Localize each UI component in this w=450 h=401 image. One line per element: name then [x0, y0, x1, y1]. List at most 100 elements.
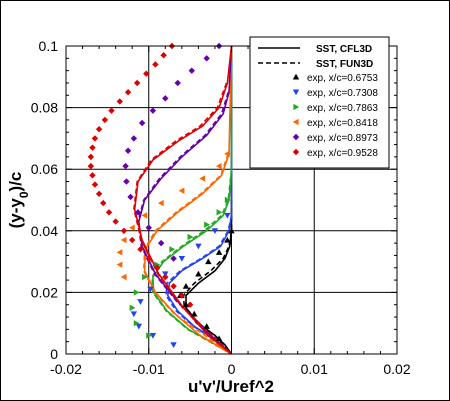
- data-point-exp-5: [108, 107, 115, 114]
- data-point-exp-4: [170, 255, 177, 262]
- data-point-exp-1: [211, 228, 219, 234]
- data-point-exp-0: [195, 270, 202, 277]
- series-line-cfl3d-4: [137, 45, 233, 355]
- data-point-exp-3: [224, 150, 230, 157]
- data-point-exp-4: [157, 239, 165, 247]
- data-point-exp-5: [129, 236, 136, 244]
- data-point-exp-5: [89, 172, 96, 179]
- series-line-fun3d-1: [165, 215, 233, 355]
- data-point-exp-4: [122, 162, 129, 170]
- data-point-exp-2: [224, 196, 231, 204]
- data-point-exp-5: [112, 218, 119, 225]
- data-point-exp-2: [169, 246, 176, 253]
- data-point-exp-5: [101, 116, 109, 124]
- data-point-exp-5: [143, 70, 150, 77]
- data-point-exp-5: [186, 301, 194, 308]
- series-markers: [87, 42, 235, 348]
- data-point-exp-5: [162, 273, 169, 281]
- x-tick-label: -0.01: [133, 361, 165, 377]
- data-point-exp-5: [120, 227, 128, 234]
- legend-label-station-2: exp, x/c=0.7863: [307, 103, 378, 114]
- y-tick-label: 0: [50, 346, 58, 362]
- data-point-exp-1: [135, 323, 143, 330]
- data-point-exp-0: [228, 227, 235, 234]
- legend-label-station-5: exp, x/c=0.9528: [307, 148, 378, 159]
- data-point-exp-4: [188, 67, 195, 74]
- data-point-exp-5: [87, 153, 95, 161]
- data-point-exp-3: [178, 187, 185, 194]
- series-line-cfl3d-1: [166, 46, 233, 355]
- series-line-fun3d-3: [142, 153, 232, 355]
- legend-label-station-0: exp, x/c=0.6753: [307, 73, 378, 84]
- legend-label-station-3: exp, x/c=0.8418: [307, 118, 378, 129]
- y-tick-label: 0.08: [31, 100, 58, 116]
- data-point-exp-5: [145, 255, 152, 262]
- data-point-exp-5: [124, 89, 132, 96]
- data-point-exp-4: [124, 147, 132, 154]
- data-point-exp-3: [129, 224, 135, 231]
- data-point-exp-4: [130, 135, 138, 142]
- data-point-exp-5: [87, 162, 95, 170]
- data-point-exp-5: [152, 61, 159, 68]
- y-axis-label-tail: )/c: [6, 172, 25, 192]
- data-point-exp-0: [182, 283, 190, 289]
- series-line-fun3d-2: [151, 169, 233, 355]
- legend-marker-4: [292, 133, 300, 141]
- data-point-exp-0: [215, 249, 223, 255]
- tick-labels: -0.02 -0.01 0 0.01 0.02 0 0.02 0.04 0.06 0.08 0.1: [31, 38, 411, 377]
- data-point-exp-3: [116, 249, 123, 256]
- legend-marker-3: [292, 118, 299, 126]
- data-point-exp-5: [153, 264, 161, 271]
- data-point-exp-2: [216, 209, 223, 216]
- data-point-exp-0: [182, 301, 190, 308]
- svg-text:(y-y0)/c: (y-y0)/c: [6, 172, 31, 229]
- data-point-exp-4: [203, 55, 210, 62]
- data-point-exp-4: [123, 178, 130, 185]
- data-point-exp-1: [195, 243, 202, 250]
- data-point-exp-5: [170, 283, 177, 290]
- legend-box: [249, 36, 390, 169]
- data-point-exp-5: [160, 52, 167, 59]
- x-tick-label: 0.02: [383, 361, 410, 377]
- data-point-exp-3: [120, 273, 127, 281]
- data-point-exp-2: [133, 289, 140, 296]
- data-point-exp-1: [149, 332, 157, 339]
- data-point-exp-3: [141, 212, 148, 219]
- legend-marker-1: [292, 89, 300, 96]
- x-tick-label: 0: [228, 361, 236, 377]
- data-point-exp-1: [147, 286, 154, 293]
- series-line-cfl3d-3: [143, 45, 233, 355]
- data-point-exp-4: [174, 79, 181, 87]
- data-point-exp-0: [203, 323, 210, 329]
- y-axis-label-main: (y-y: [6, 198, 25, 229]
- legend-marker-0: [292, 73, 300, 80]
- data-point-exp-0: [205, 258, 212, 265]
- y-tick-label: 0.04: [31, 223, 58, 239]
- data-point-exp-1: [130, 311, 138, 318]
- data-point-exp-5: [91, 181, 99, 188]
- data-point-exp-2: [204, 221, 210, 228]
- data-point-exp-5: [100, 199, 107, 207]
- data-point-exp-2: [187, 233, 194, 241]
- y-tick-label: 0.02: [31, 284, 58, 300]
- data-point-exp-5: [89, 144, 96, 151]
- data-point-exp-4: [149, 107, 157, 114]
- data-point-exp-1: [137, 299, 144, 305]
- data-point-exp-4: [145, 224, 152, 231]
- data-point-exp-3: [120, 236, 127, 244]
- legend-label-line-0: SST, CFL3D: [316, 44, 372, 55]
- x-tick-label: -0.02: [50, 361, 82, 377]
- data-point-exp-3: [116, 261, 123, 268]
- legend-marker-5: [292, 148, 300, 156]
- x-tick-label: 0.01: [301, 361, 328, 377]
- data-point-exp-5: [178, 292, 186, 299]
- y-tick-label: 0.06: [31, 161, 58, 177]
- legend-marker-2: [293, 103, 300, 111]
- legend-label-station-4: exp, x/c=0.8973: [307, 133, 378, 144]
- data-point-exp-5: [105, 209, 113, 216]
- data-point-exp-0: [191, 310, 198, 317]
- data-point-exp-5: [137, 246, 144, 253]
- data-point-exp-5: [95, 190, 103, 198]
- data-point-exp-2: [142, 273, 148, 281]
